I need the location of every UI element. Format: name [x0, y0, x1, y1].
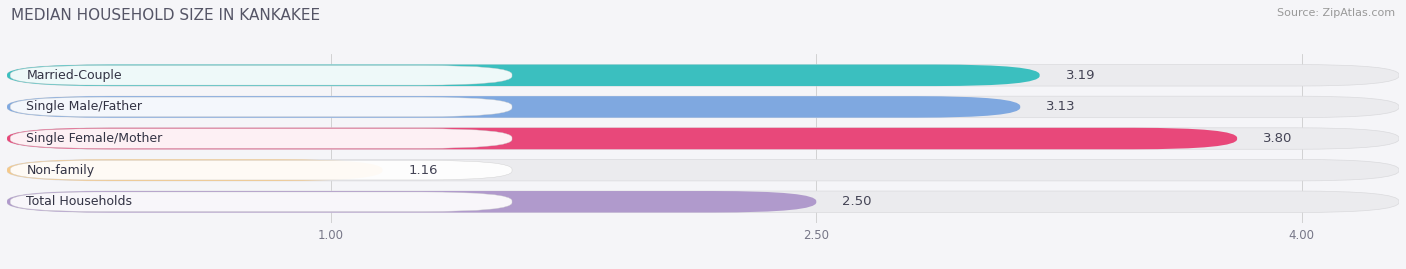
- FancyBboxPatch shape: [10, 160, 512, 180]
- FancyBboxPatch shape: [7, 160, 382, 181]
- FancyBboxPatch shape: [7, 65, 1039, 86]
- FancyBboxPatch shape: [7, 96, 1021, 118]
- FancyBboxPatch shape: [10, 192, 512, 212]
- Text: 2.50: 2.50: [842, 195, 872, 208]
- Text: 1.16: 1.16: [408, 164, 437, 177]
- FancyBboxPatch shape: [7, 65, 1399, 86]
- Text: Married-Couple: Married-Couple: [27, 69, 122, 82]
- Text: MEDIAN HOUSEHOLD SIZE IN KANKAKEE: MEDIAN HOUSEHOLD SIZE IN KANKAKEE: [11, 8, 321, 23]
- FancyBboxPatch shape: [10, 129, 512, 148]
- Text: Non-family: Non-family: [27, 164, 94, 177]
- Text: 3.19: 3.19: [1066, 69, 1095, 82]
- Text: Source: ZipAtlas.com: Source: ZipAtlas.com: [1277, 8, 1395, 18]
- Text: 3.13: 3.13: [1046, 100, 1076, 114]
- FancyBboxPatch shape: [7, 160, 1399, 181]
- FancyBboxPatch shape: [7, 128, 1237, 149]
- Text: 3.80: 3.80: [1263, 132, 1292, 145]
- FancyBboxPatch shape: [10, 65, 512, 85]
- FancyBboxPatch shape: [7, 191, 1399, 213]
- FancyBboxPatch shape: [7, 191, 817, 213]
- Text: Single Male/Father: Single Male/Father: [27, 100, 142, 114]
- FancyBboxPatch shape: [7, 96, 1399, 118]
- Text: Single Female/Mother: Single Female/Mother: [27, 132, 163, 145]
- Text: Total Households: Total Households: [27, 195, 132, 208]
- FancyBboxPatch shape: [7, 128, 1399, 149]
- FancyBboxPatch shape: [10, 97, 512, 117]
